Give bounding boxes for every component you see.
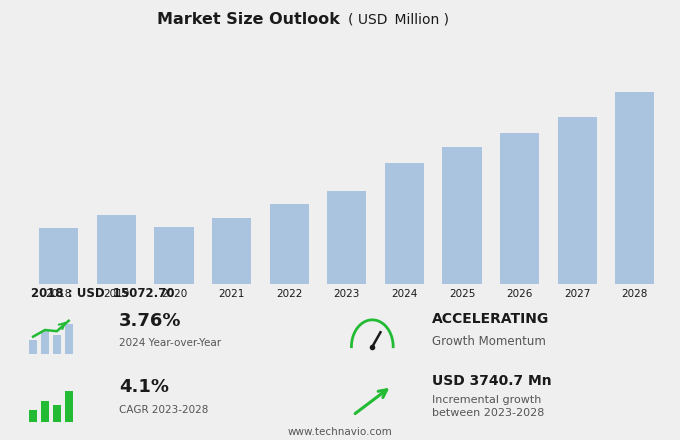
Text: Incremental growth: Incremental growth (432, 395, 541, 404)
Bar (500, 133, 539, 440)
Text: Market Size Outlook: Market Size Outlook (157, 12, 340, 27)
Bar (29, 410, 37, 422)
Bar (615, 92, 654, 440)
Text: 4.1%: 4.1% (119, 378, 169, 396)
Text: Growth Momentum: Growth Momentum (432, 334, 545, 348)
Bar (327, 191, 367, 440)
Bar (270, 204, 309, 440)
Bar (41, 331, 49, 354)
Bar (154, 227, 194, 440)
Text: between 2023-2028: between 2023-2028 (432, 408, 544, 418)
Bar (29, 340, 37, 354)
Bar (65, 324, 73, 354)
Text: www.technavio.com: www.technavio.com (288, 427, 392, 437)
Bar (97, 215, 136, 440)
Text: 2024 Year-over-Year: 2024 Year-over-Year (119, 338, 221, 348)
Bar (41, 400, 49, 422)
Text: 3.76%: 3.76% (119, 312, 182, 330)
Bar (385, 162, 424, 440)
Bar (39, 228, 78, 440)
Bar (52, 405, 61, 422)
Text: 2018 : USD  15072.70: 2018 : USD 15072.70 (31, 287, 174, 301)
Text: ACCELERATING: ACCELERATING (432, 312, 549, 326)
Bar (558, 117, 597, 440)
Text: ( USD Million ): ( USD Million ) (341, 13, 449, 27)
Bar (212, 218, 251, 440)
Bar (65, 392, 73, 422)
Bar (443, 147, 481, 440)
Text: CAGR 2023-2028: CAGR 2023-2028 (119, 405, 208, 415)
Bar (52, 335, 61, 354)
Text: USD 3740.7 Mn: USD 3740.7 Mn (432, 374, 551, 388)
